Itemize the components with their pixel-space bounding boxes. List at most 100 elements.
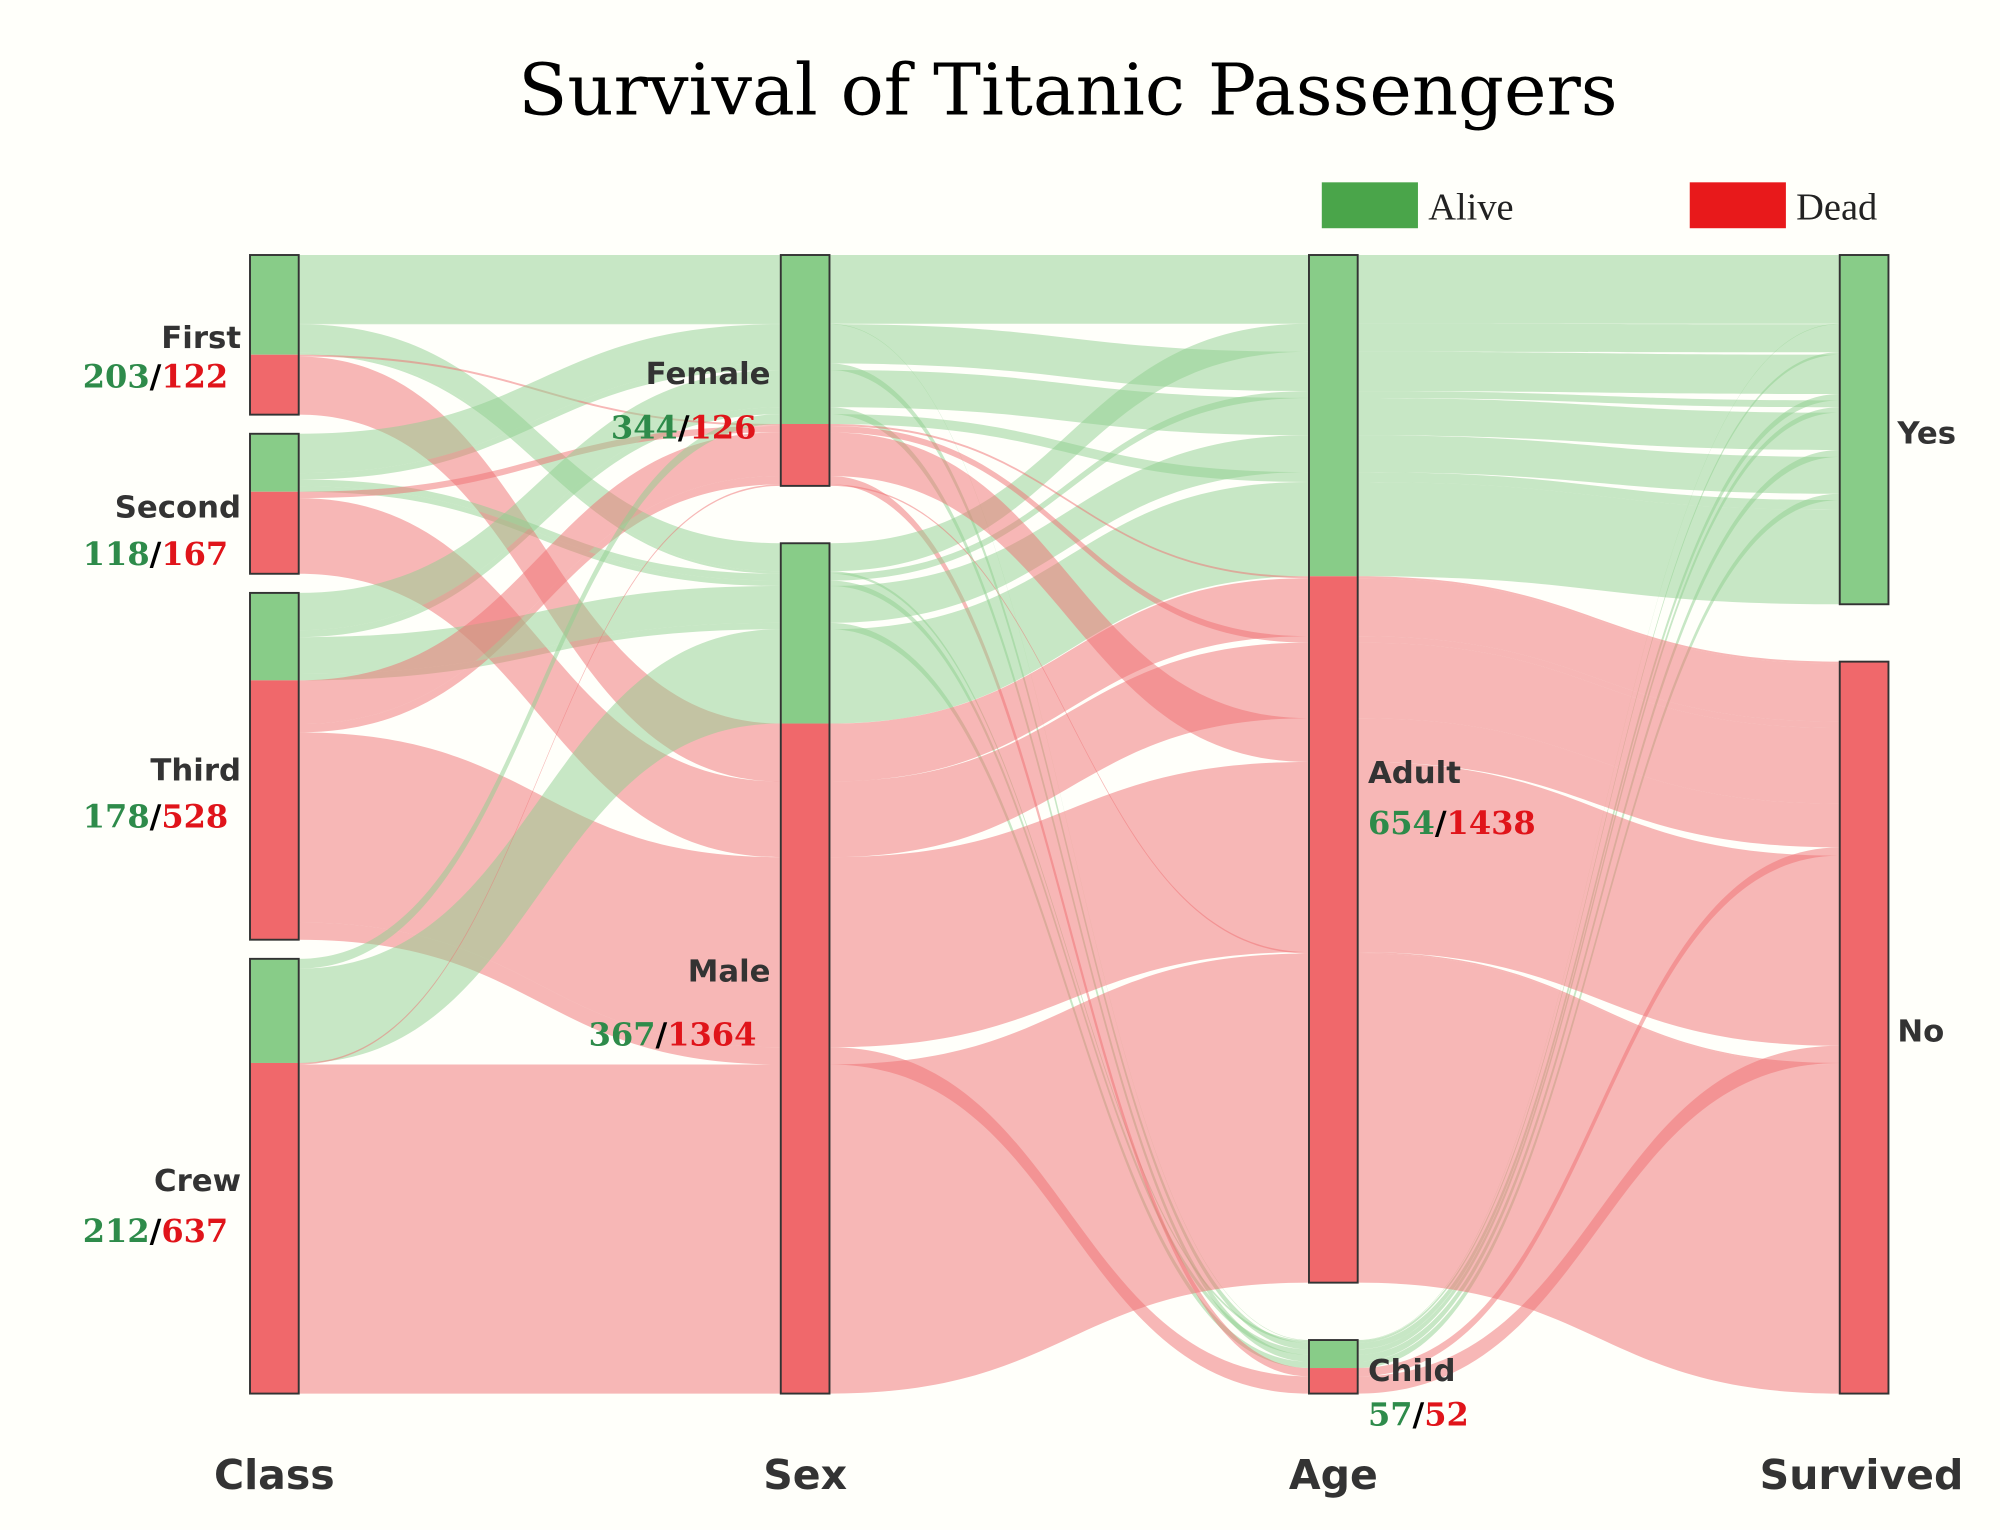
stratum-alive-segment xyxy=(250,433,299,492)
flow-ribbon xyxy=(298,486,781,586)
count-slash: / xyxy=(150,358,162,396)
count-dead: 637 xyxy=(161,1212,228,1250)
stratum-dead-segment xyxy=(780,723,830,1394)
stratum-alive-segment xyxy=(250,592,299,681)
stratum-count-female: 344/126 xyxy=(611,409,756,447)
count-slash: / xyxy=(656,1016,668,1054)
flow-ribbon xyxy=(1357,397,1840,451)
flow-ribbon xyxy=(1357,642,1840,804)
count-dead: 52 xyxy=(1424,1396,1469,1434)
strata xyxy=(249,254,1890,1395)
flow-ribbon xyxy=(829,425,1309,643)
flow-ribbon xyxy=(1357,472,1840,510)
flow-ribbon xyxy=(1357,481,1840,605)
axis-label-age: Age xyxy=(1289,1451,1378,1499)
stratum-box-first xyxy=(249,254,300,416)
flow-ribbon xyxy=(298,432,781,725)
flow-ribbon xyxy=(298,585,781,674)
flow-ribbon xyxy=(298,363,781,480)
count-dead: 126 xyxy=(690,409,757,447)
flow-ribbon xyxy=(1357,953,1840,1394)
axis-label-survived: Survived xyxy=(1760,1451,1964,1499)
flow-ribbon xyxy=(298,629,781,1063)
stratum-alive-segment xyxy=(780,255,830,424)
legend-label-alive: Alive xyxy=(1428,186,1513,228)
count-dead: 1438 xyxy=(1447,804,1536,842)
legend-swatch-dead xyxy=(1689,182,1786,229)
flow-ribbon xyxy=(829,255,1309,324)
flow-ribbon xyxy=(829,391,1309,581)
stratum-dead-segment xyxy=(250,491,299,574)
flow-ribbon xyxy=(298,324,781,474)
flow-ribbon xyxy=(1357,952,1840,1065)
stratum-count-third: 178/528 xyxy=(83,798,228,836)
stratum-alive-segment xyxy=(780,543,830,724)
count-slash: / xyxy=(150,535,162,573)
stratum-box-male xyxy=(779,542,831,1395)
stratum-label-third: Third xyxy=(150,753,241,788)
flow-ribbon xyxy=(298,1064,781,1394)
flow-ribbon xyxy=(829,432,1309,762)
stratum-label-female: Female xyxy=(646,357,771,392)
flow-ribbon xyxy=(829,324,1309,392)
count-slash: / xyxy=(150,1212,162,1250)
flow-ribbon xyxy=(298,425,781,499)
stratum-box-yes xyxy=(1838,254,1890,606)
stratum-count-crew: 212/637 xyxy=(83,1212,228,1250)
count-dead: 1364 xyxy=(667,1016,756,1054)
axis-label-class: Class xyxy=(214,1451,335,1499)
count-alive: 654 xyxy=(1368,804,1435,842)
stratum-count-adult: 654/1438 xyxy=(1368,804,1536,842)
stratum-alive-segment xyxy=(250,255,299,355)
count-slash: / xyxy=(678,409,690,447)
flow-ribbon xyxy=(298,484,781,1065)
count-alive: 118 xyxy=(83,535,150,573)
stratum-count-male: 367/1364 xyxy=(589,1016,757,1054)
flow-ribbon xyxy=(1357,255,1840,324)
stratum-box-second xyxy=(249,432,300,575)
count-alive: 367 xyxy=(589,1016,656,1054)
stratum-label-second: Second xyxy=(115,491,241,526)
flow-ribbon xyxy=(1357,391,1840,408)
flow-ribbon xyxy=(829,369,1309,436)
stratum-label-adult: Adult xyxy=(1368,756,1461,791)
stratum-label-yes: Yes xyxy=(1896,417,1956,452)
axis-labels: Class Sex Age Survived xyxy=(214,1451,1963,1499)
stratum-alive-segment xyxy=(1839,255,1889,605)
flow-ribbon xyxy=(1357,636,1840,728)
stratum-label-crew: Crew xyxy=(154,1164,241,1199)
stratum-alive-segment xyxy=(1308,255,1358,577)
flow-ribbon xyxy=(298,369,781,631)
flow-ribbon xyxy=(1357,718,1840,848)
stratum-alive-segment xyxy=(1308,1340,1358,1369)
count-dead: 122 xyxy=(161,358,228,396)
flow-ribbon xyxy=(298,414,781,969)
stratum-dead-segment xyxy=(250,354,299,415)
flow-ribbon xyxy=(298,324,781,572)
count-slash: / xyxy=(150,798,162,836)
legend: Alive Dead xyxy=(1321,182,1877,229)
flow-ribbon xyxy=(1357,576,1840,664)
stratum-alive-segment xyxy=(250,958,299,1063)
flows xyxy=(298,255,1840,1394)
stratum-box-adult xyxy=(1308,254,1359,1284)
flow-ribbon xyxy=(829,578,1309,782)
stratum-dead-segment xyxy=(1308,576,1358,1283)
flow-ribbon xyxy=(829,423,1309,579)
flow-ribbon xyxy=(829,484,1309,954)
flow-ribbon xyxy=(298,407,781,638)
stratum-box-no xyxy=(1838,660,1890,1395)
count-dead: 528 xyxy=(161,798,228,836)
legend-label-dead: Dead xyxy=(1796,186,1877,228)
stratum-dead-segment xyxy=(250,680,299,940)
count-dead: 167 xyxy=(161,535,228,573)
flow-ribbon xyxy=(829,761,1309,1048)
stratum-box-crew xyxy=(249,957,300,1395)
stratum-box-female xyxy=(779,254,831,487)
stratum-label-male: Male xyxy=(688,955,771,990)
flow-ribbon xyxy=(298,476,781,733)
count-alive: 178 xyxy=(83,798,150,836)
chart-title: Survival of Titanic Passengers xyxy=(518,49,1617,132)
stratum-labels: First203/122Second118/167Third178/528Cre… xyxy=(83,321,1956,1433)
